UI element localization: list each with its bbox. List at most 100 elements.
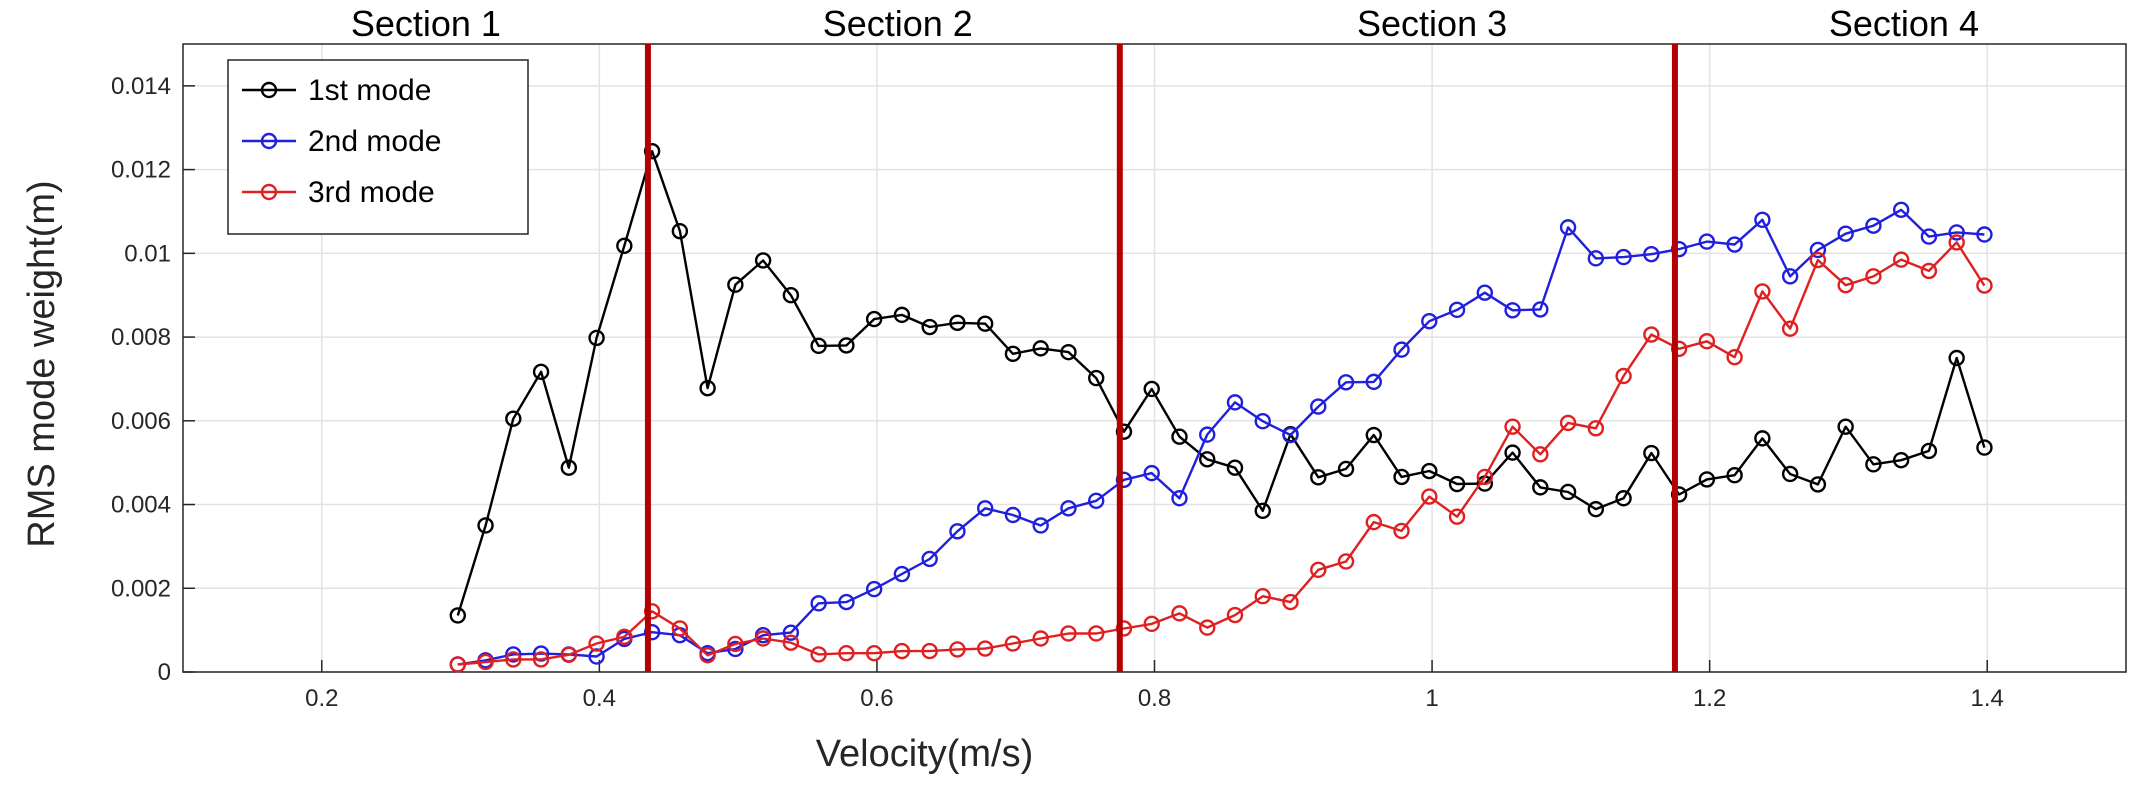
data-point	[1088, 625, 1105, 642]
legend-label: 1st mode	[308, 74, 431, 107]
data-point	[1199, 619, 1216, 636]
data-point	[1948, 349, 1965, 367]
data-point	[1754, 283, 1771, 300]
data-point	[449, 607, 466, 624]
y-tick-label: 0.004	[111, 492, 171, 519]
data-point	[1587, 500, 1605, 518]
data-point	[1643, 326, 1660, 343]
y-axis-label: RMS mode weight(m)	[21, 180, 63, 547]
data-point	[1559, 483, 1577, 501]
data-point	[1365, 513, 1382, 531]
data-point	[865, 580, 883, 598]
data-point	[1532, 446, 1549, 463]
data-point	[1254, 588, 1271, 605]
data-point	[1171, 490, 1188, 507]
axis-ticks: 0.2 0.4 0.6 0.8 1 1.2 1.4 0 0.002 0.004 0.006 0.008…	[111, 73, 2004, 712]
data-point	[1976, 439, 1993, 456]
data-point	[588, 635, 605, 652]
data-point	[560, 646, 578, 664]
data-point	[1199, 451, 1216, 468]
legend-marker	[260, 183, 278, 201]
data-point	[1032, 340, 1049, 357]
data-point	[1448, 301, 1466, 319]
data-point	[1421, 462, 1438, 480]
data-point	[921, 318, 938, 336]
data-point	[1088, 492, 1105, 509]
x-tick-label: 1	[1425, 685, 1438, 712]
data-point	[1920, 228, 1938, 245]
x-tick-label: 1.2	[1693, 685, 1726, 712]
data-point	[921, 550, 938, 568]
data-point	[1920, 262, 1938, 280]
data-point	[1781, 465, 1799, 483]
data-point	[1892, 201, 1910, 218]
data-point	[1643, 444, 1660, 462]
data-point	[1032, 517, 1049, 534]
data-point	[1587, 420, 1605, 437]
data-point	[976, 500, 994, 517]
data-point	[1254, 502, 1271, 520]
x-tick-label: 0.6	[860, 685, 893, 712]
data-point	[1865, 217, 1882, 234]
data-point	[1587, 250, 1605, 267]
data-point	[1865, 456, 1882, 473]
data-point	[1615, 367, 1632, 385]
data-point	[727, 635, 744, 653]
series-3	[449, 234, 1993, 673]
data-point	[1060, 625, 1077, 642]
data-point	[921, 642, 938, 660]
data-point	[1282, 593, 1299, 611]
data-point	[1781, 268, 1799, 285]
data-point	[1004, 345, 1022, 363]
data-point	[477, 517, 494, 534]
data-point	[505, 410, 522, 427]
data-point	[1504, 418, 1521, 435]
data-point	[1809, 241, 1827, 259]
data-point	[1504, 444, 1521, 461]
data-point	[532, 363, 550, 381]
legend-marker	[260, 132, 278, 150]
data-point	[1892, 451, 1910, 469]
data-point	[1282, 426, 1299, 444]
data-point	[532, 651, 550, 668]
data-point	[505, 646, 522, 663]
data-point	[1143, 380, 1160, 398]
data-point	[1032, 630, 1049, 647]
section-label: Section 3	[1357, 3, 1507, 44]
data-point	[1226, 394, 1244, 411]
data-point	[1171, 605, 1188, 622]
data-point	[949, 523, 966, 540]
data-point	[1837, 276, 1854, 294]
data-point	[1337, 460, 1355, 478]
legend-entry: 2nd mode	[242, 125, 441, 158]
data-point	[1310, 398, 1327, 415]
data-point	[671, 222, 689, 240]
data-point	[1088, 369, 1105, 387]
legend-label: 2nd mode	[308, 125, 441, 158]
data-point	[1199, 426, 1216, 443]
y-tick-label: 0.006	[111, 408, 171, 435]
data-point	[1365, 373, 1382, 391]
data-point	[1310, 469, 1327, 486]
data-point	[1421, 312, 1438, 330]
section-label: Section 1	[351, 3, 501, 44]
data-point	[1504, 302, 1521, 319]
data-point	[976, 315, 994, 332]
data-point	[865, 644, 883, 662]
section-label: Section 2	[823, 3, 973, 44]
series	[449, 142, 1993, 673]
y-tick-label: 0.008	[111, 324, 171, 351]
data-point	[1976, 226, 1993, 243]
data-point	[810, 595, 827, 612]
data-point	[1615, 490, 1632, 507]
data-point	[616, 628, 633, 646]
legend-label: 3rd mode	[308, 176, 435, 209]
legend-marker	[260, 81, 278, 99]
data-point	[616, 237, 633, 254]
section-boundaries	[644, 44, 1678, 672]
data-point	[1948, 224, 1965, 241]
data-point	[1865, 268, 1882, 285]
x-tick-label: 0.2	[305, 685, 338, 712]
data-point	[1754, 211, 1771, 229]
